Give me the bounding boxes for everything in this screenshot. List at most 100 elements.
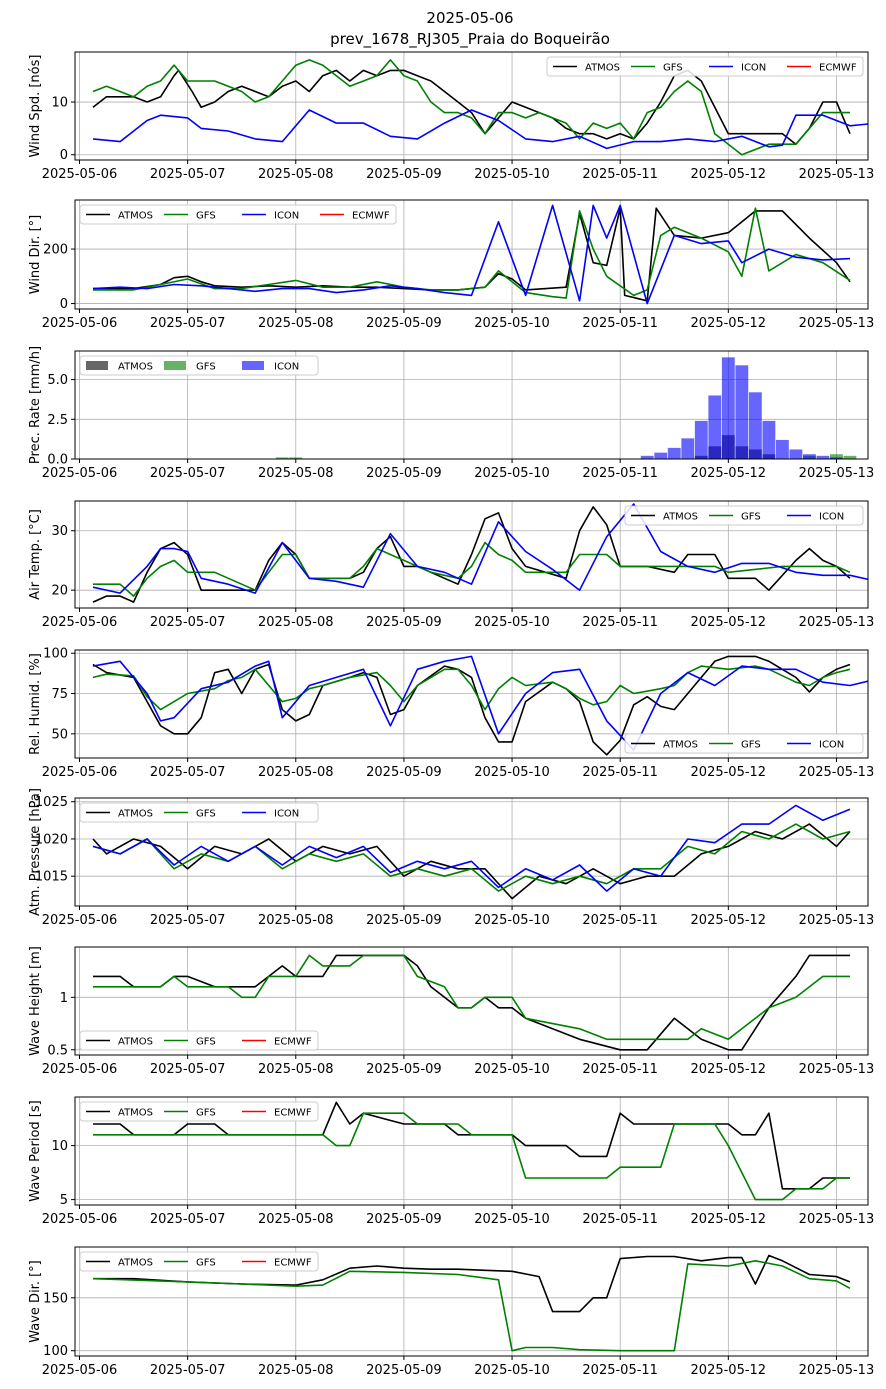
x-tick-label: 2025-05-13 — [799, 765, 875, 780]
legend-label-icon: ICON — [274, 809, 299, 820]
figure-title-station: prev_1678_RJ305_Praia do Boqueirão — [330, 30, 610, 49]
x-tick-label: 2025-05-11 — [582, 466, 658, 481]
legend-label-gfs: GFS — [196, 1037, 216, 1048]
series-line-icon — [92, 804, 851, 892]
y-axis-label: Wind Dir. [°] — [28, 215, 43, 295]
y-tick-label: 2.5 — [47, 413, 68, 428]
bar-icon — [735, 365, 749, 459]
panel-7: 0.5 1 2025-05-06 2025-05-07 2025-05-08 2025-0… — [28, 946, 874, 1077]
plot-area — [92, 655, 868, 756]
legend-box — [624, 505, 864, 526]
bar-icon — [816, 455, 830, 459]
legend: ATMOS GFS ECMWF — [79, 1101, 319, 1122]
axes-frame — [74, 199, 869, 310]
y-tick-label: 30 — [51, 524, 68, 539]
x-tick-label: 2025-05-07 — [150, 1212, 226, 1227]
x-tick-label: 2025-05-13 — [799, 1212, 875, 1227]
legend-label-ecmwf: ECMWF — [352, 211, 390, 222]
x-tick-label: 2025-05-09 — [366, 466, 442, 481]
x-tick-label: 2025-05-12 — [691, 466, 767, 481]
x-tick-label: 2025-05-07 — [150, 765, 226, 780]
legend-label-icon: ICON — [819, 512, 844, 523]
x-tick-label: 2025-05-11 — [582, 1212, 658, 1227]
legend-label-atmos: ATMOS — [118, 809, 153, 820]
x-tick-label: 2025-05-08 — [258, 615, 334, 630]
y-tick-label: 10 — [51, 1139, 68, 1154]
series-line-icon — [92, 204, 851, 305]
series-line-atmos — [92, 69, 851, 145]
legend-box — [79, 1101, 319, 1122]
x-tick-label: 2025-05-06 — [42, 1212, 118, 1227]
x-tick-label: 2025-05-08 — [258, 913, 334, 928]
y-axis-label: Prec. Rate [mm/h] — [28, 346, 43, 464]
legend-label-icon: ICON — [274, 362, 299, 373]
y-tick-label: 20 — [51, 584, 68, 599]
series-line-gfs — [92, 823, 851, 892]
x-tick-label: 2025-05-13 — [799, 1062, 875, 1077]
x-tick-label: 2025-05-08 — [258, 1212, 334, 1227]
y-tick-label: 200 — [43, 243, 68, 258]
x-tick-label: 2025-05-09 — [366, 1062, 442, 1077]
series-line-icon — [92, 503, 868, 594]
legend-box — [79, 1251, 319, 1272]
x-tick-label: 2025-05-08 — [258, 316, 334, 331]
axes-frame — [74, 649, 869, 759]
bar-icon — [721, 357, 735, 459]
y-axis-label: Atm. Pressure [hPa] — [28, 788, 43, 916]
y-axis-label: Wave Period [s] — [28, 1100, 43, 1201]
bar-icon — [654, 452, 668, 459]
bar-icon — [789, 449, 803, 459]
legend: ATMOS GFS ICON — [79, 802, 319, 823]
legend-box — [79, 204, 397, 225]
bar-icon — [708, 395, 722, 459]
bar-gfs — [843, 455, 857, 459]
x-tick-label: 2025-05-11 — [582, 765, 658, 780]
x-tick-label: 2025-05-13 — [799, 167, 875, 182]
legend-label-gfs: GFS — [196, 211, 216, 222]
legend-box — [79, 802, 319, 823]
legend-label-ecmwf: ECMWF — [274, 1258, 312, 1269]
x-tick-label: 2025-05-06 — [42, 1363, 118, 1378]
legend-label-ecmwf: ECMWF — [274, 1037, 312, 1048]
plot-area — [92, 59, 868, 156]
plot-area — [93, 954, 850, 1051]
x-tick-label: 2025-05-12 — [691, 1212, 767, 1227]
y-tick-label: 5 — [60, 1193, 68, 1208]
x-tick-label: 2025-05-13 — [799, 316, 875, 331]
y-tick-label: 100 — [43, 647, 68, 662]
x-tick-label: 2025-05-06 — [42, 765, 118, 780]
x-tick-label: 2025-05-12 — [691, 615, 767, 630]
series-line-atmos — [92, 823, 851, 900]
plot-area — [275, 357, 857, 459]
legend: ATMOS GFS ICON — [79, 355, 319, 376]
x-tick-label: 2025-05-09 — [366, 167, 442, 182]
x-tick-label: 2025-05-11 — [582, 913, 658, 928]
bar-icon — [694, 420, 708, 459]
legend-label-atmos: ATMOS — [118, 211, 153, 222]
series-line-gfs — [92, 1260, 851, 1352]
bar-icon — [830, 457, 843, 459]
legend-swatch-icon — [242, 361, 264, 370]
legend-label-gfs: GFS — [663, 63, 683, 74]
panel-3: 0.0 2.5 5.0 2025-05-06 2025-05-07 2025-05-08 2… — [28, 346, 874, 481]
x-tick-label: 2025-05-08 — [258, 466, 334, 481]
plot-area — [92, 204, 851, 305]
x-tick-label: 2025-05-12 — [691, 167, 767, 182]
legend: ATMOS GFS ECMWF — [79, 1251, 319, 1272]
bar-icon — [803, 454, 816, 459]
bar-icon — [681, 438, 695, 459]
bar-gfs — [289, 457, 303, 459]
legend-label-gfs: GFS — [196, 1258, 216, 1269]
legend-label-atmos: ATMOS — [663, 740, 698, 751]
y-tick-label: 1 — [60, 991, 68, 1006]
x-tick-label: 2025-05-12 — [691, 1363, 767, 1378]
legend-label-icon: ICON — [819, 740, 844, 751]
x-tick-label: 2025-05-07 — [150, 167, 226, 182]
legend-label-gfs: GFS — [741, 740, 761, 751]
legend-box — [79, 355, 319, 376]
x-tick-label: 2025-05-10 — [474, 466, 550, 481]
panel-6: 1015 1020 1025 2025-05-06 2025-05-07 2025-05-… — [28, 788, 874, 928]
x-tick-label: 2025-05-11 — [582, 615, 658, 630]
axes-frame — [74, 350, 869, 460]
y-axis-label: Air Temp. [°C] — [28, 509, 43, 600]
